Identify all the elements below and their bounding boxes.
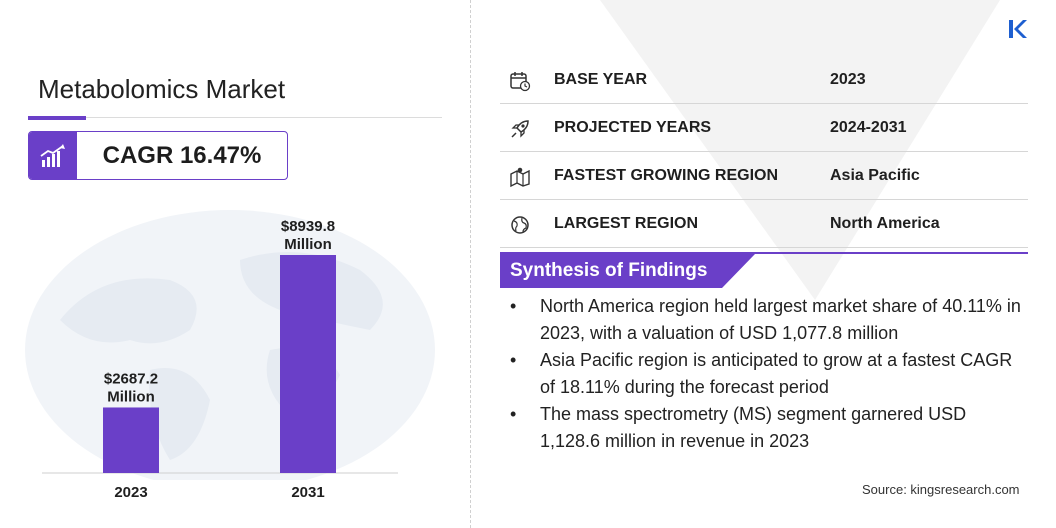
- panel-divider: [470, 0, 471, 528]
- region-map-icon: [510, 167, 530, 188]
- synthesis-rule: [500, 252, 1028, 254]
- cagr-box: CAGR 16.47%: [28, 131, 288, 180]
- cagr-value: CAGR 16.47%: [102, 141, 262, 169]
- bar-2023: [103, 407, 159, 473]
- info-label: BASE YEAR: [554, 70, 648, 88]
- info-label: LARGEST REGION: [554, 214, 699, 232]
- growth-chart-icon: [29, 132, 77, 179]
- data-label-2031: $8939.8 Million: [281, 218, 335, 253]
- finding-text: The mass spectrometry (MS) segment garne…: [540, 404, 967, 451]
- globe-icon: [511, 216, 529, 234]
- x-tick-label-2031: 2031: [291, 484, 324, 501]
- title-accent: [28, 116, 86, 120]
- findings-list: • North America region held largest mark…: [510, 293, 1030, 455]
- info-value: Asia Pacific: [830, 166, 920, 184]
- info-value: North America: [830, 214, 940, 232]
- synthesis-header: Synthesis of Findings: [500, 254, 755, 288]
- calendar-icon: [510, 72, 531, 92]
- source-note: Source: kingsresearch.com: [862, 482, 1020, 497]
- finding-item: • North America region held largest mark…: [510, 293, 1030, 347]
- x-tick-label-2023: 2023: [114, 484, 147, 501]
- synthesis-title: Synthesis of Findings: [510, 260, 708, 281]
- info-label: PROJECTED YEARS: [554, 118, 712, 136]
- bar-2031: [280, 255, 336, 473]
- info-label: FASTEST GROWING REGION: [554, 166, 779, 184]
- info-value: 2023: [830, 70, 866, 88]
- finding-item: • Asia Pacific region is anticipated to …: [510, 347, 1030, 401]
- page-title: Metabolomics Market: [38, 74, 286, 104]
- title-rule: [28, 117, 442, 118]
- market-size-bar-chart: $2687.2 Million 2023 $8939.8 Million 2031: [42, 218, 398, 501]
- bullet: •: [510, 350, 517, 370]
- info-table: BASE YEAR 2023 PROJECTED YEARS 2024-2031…: [500, 56, 1028, 248]
- kings-research-logo: [1009, 20, 1027, 38]
- finding-item: • The mass spectrometry (MS) segment gar…: [510, 401, 1030, 455]
- finding-text: North America region held largest market…: [540, 296, 1021, 343]
- rocket-icon: [511, 120, 529, 138]
- info-row-base-year: BASE YEAR 2023: [500, 56, 1028, 104]
- data-label-2023: $2687.2 Million: [104, 370, 158, 405]
- info-row-fastest-growing-region: FASTEST GROWING REGION Asia Pacific: [500, 152, 1028, 200]
- bullet: •: [510, 404, 517, 424]
- info-value: 2024-2031: [830, 118, 907, 136]
- finding-text: Asia Pacific region is anticipated to gr…: [540, 350, 1013, 397]
- bullet: •: [510, 296, 517, 316]
- background-wedge: [600, 0, 1000, 300]
- info-row-largest-region: LARGEST REGION North America: [500, 200, 1028, 248]
- info-row-projected-years: PROJECTED YEARS 2024-2031: [500, 104, 1028, 152]
